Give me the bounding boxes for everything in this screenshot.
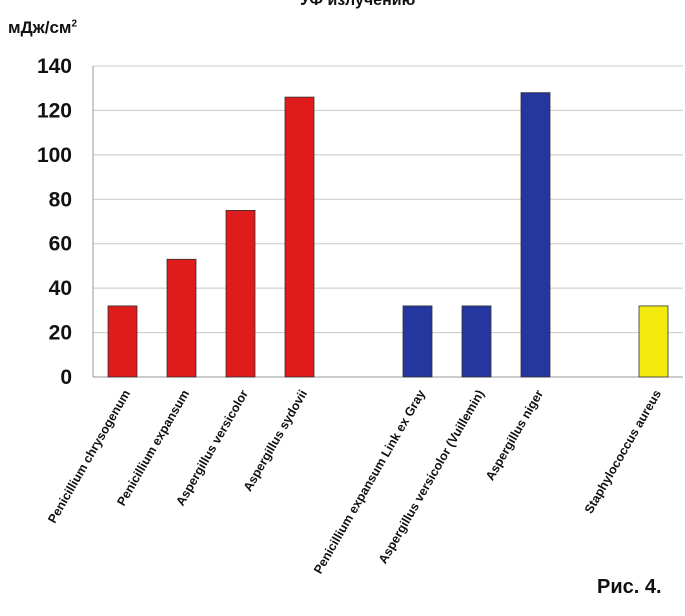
bar	[284, 96, 315, 378]
unit-base: мДж/см	[8, 18, 72, 37]
unit-superscript: 2	[71, 18, 78, 30]
x-tick-label: Penicillium expansum Link ex Gray	[311, 387, 428, 576]
bar	[520, 92, 551, 378]
x-tick-label: Staphylococcus aureus	[582, 387, 664, 516]
y-tick-label: 20	[49, 322, 72, 345]
bar	[107, 305, 138, 378]
y-axis-unit-label: мДж/см2	[8, 18, 77, 38]
y-tick-label: 40	[49, 277, 72, 300]
x-tick-label: Aspergillus sydovii	[241, 388, 310, 494]
bar	[402, 305, 433, 378]
x-tick-label: Aspergillus versicolor (Vuillemin)	[376, 388, 487, 567]
figure-label: Рис. 4.	[597, 576, 662, 598]
y-tick-label: 0	[60, 366, 72, 389]
y-tick-label: 120	[37, 99, 72, 122]
bar	[225, 209, 256, 378]
y-tick-label: 140	[37, 55, 72, 78]
bar	[461, 305, 492, 378]
y-tick-label: 80	[49, 188, 72, 211]
y-tick-label: 60	[49, 233, 72, 256]
bar	[638, 305, 669, 378]
x-tick-label: Aspergillus niger	[483, 387, 546, 483]
bar	[166, 258, 197, 378]
chart-title: УФ излучению	[300, 0, 416, 9]
y-tick-label: 100	[37, 144, 72, 167]
